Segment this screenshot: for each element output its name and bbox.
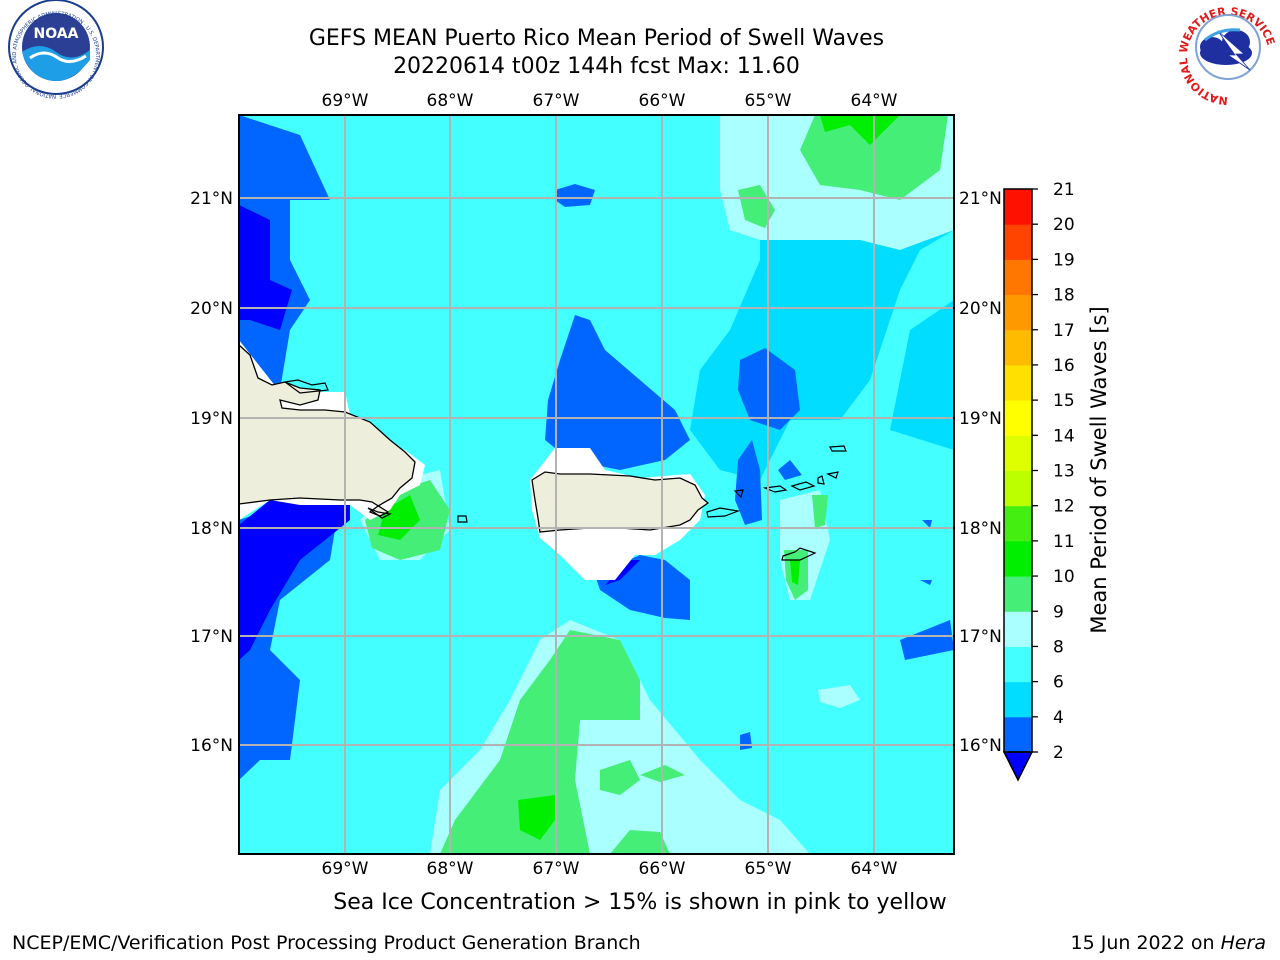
colorbar-tick-label: 11 xyxy=(1053,532,1075,552)
chart-title-line2: 20220614 t00z 144h fcst Max: 11.60 xyxy=(393,54,800,79)
footer-branch: NCEP/EMC/Verification Post Processing Pr… xyxy=(12,932,641,954)
colorbar-segment xyxy=(1004,329,1032,366)
lat-label: 18°N xyxy=(190,519,233,539)
colorbar-label: Mean Period of Swell Waves [s] xyxy=(1087,306,1111,633)
map-grid xyxy=(239,115,954,854)
lon-label: 68°W xyxy=(427,859,474,879)
colorbar-segment xyxy=(1004,364,1032,401)
colorbar-tick-label: 15 xyxy=(1053,391,1075,411)
lon-labels-bottom: 69°W 68°W 67°W 66°W 65°W 64°W xyxy=(322,859,898,879)
lon-label: 66°W xyxy=(639,859,686,879)
lon-label: 66°W xyxy=(639,91,686,111)
colorbar-segment xyxy=(1004,224,1032,260)
lon-label: 65°W xyxy=(745,859,792,879)
noaa-logo-icon: NOAA NATIONAL OCEANIC AND ATMOSPHERIC AD… xyxy=(8,0,104,99)
colorbar-tick-label: 16 xyxy=(1053,356,1075,376)
swell-period-contours xyxy=(239,115,954,854)
colorbar-segment xyxy=(1004,611,1032,647)
colorbar-tick-label: 9 xyxy=(1053,602,1064,622)
colorbar-tick-label: 2 xyxy=(1053,743,1064,763)
colorbar-segment xyxy=(1004,470,1032,507)
colorbar-segment xyxy=(1004,435,1032,471)
footer-date: 15 Jun 2022 on Hera xyxy=(1071,932,1267,954)
lat-label: 18°N xyxy=(959,519,1002,539)
lon-label: 67°W xyxy=(533,91,580,111)
colorbar-tick-label: 20 xyxy=(1053,215,1075,235)
lat-label: 21°N xyxy=(959,189,1002,209)
lat-labels-left: 21°N 20°N 19°N 18°N 17°N 16°N xyxy=(190,189,233,756)
sea-ice-caption: Sea Ice Concentration > 15% is shown in … xyxy=(333,890,947,915)
colorbar: 2 4 6 8 9 10 11 12 13 14 15 16 17 18 19 20 21 xyxy=(1002,180,1075,782)
lon-label: 68°W xyxy=(427,91,474,111)
colorbar-segment xyxy=(1004,540,1032,577)
colorbar-extend-arrow xyxy=(1002,751,1034,782)
colorbar-tick-label: 4 xyxy=(1053,708,1064,728)
colorbar-segment xyxy=(1004,681,1032,718)
colorbar-tick-label: 6 xyxy=(1053,673,1064,693)
colorbar-tick-label: 18 xyxy=(1053,286,1075,306)
colorbar-tick-label: 17 xyxy=(1053,321,1075,341)
lat-labels-right: 21°N 20°N 19°N 18°N 17°N 16°N xyxy=(959,189,1002,756)
lon-label: 67°W xyxy=(533,859,580,879)
nws-logo-icon: NATIONAL WEATHER SERVICE xyxy=(1177,0,1277,107)
chart-title-line1: GEFS MEAN Puerto Rico Mean Period of Swe… xyxy=(308,26,885,51)
lat-label: 17°N xyxy=(959,627,1002,647)
lon-label: 65°W xyxy=(745,91,792,111)
colorbar-segment xyxy=(1004,646,1032,683)
footer-date-text: 15 Jun 2022 on xyxy=(1070,932,1215,954)
lat-label: 21°N xyxy=(190,189,233,209)
colorbar-segment xyxy=(1004,716,1032,753)
colorbar-tick-label: 14 xyxy=(1053,426,1075,446)
noaa-logo-text: NOAA xyxy=(34,26,79,42)
colorbar-tick-label: 21 xyxy=(1053,180,1075,200)
colorbar-segment xyxy=(1004,400,1032,436)
lon-label: 69°W xyxy=(322,859,369,879)
lat-label: 17°N xyxy=(190,627,233,647)
colorbar-segment xyxy=(1004,505,1032,542)
lat-label: 19°N xyxy=(190,409,233,429)
colorbar-tick-label: 12 xyxy=(1053,497,1075,517)
lon-label: 64°W xyxy=(851,91,898,111)
lon-label: 69°W xyxy=(322,91,369,111)
map-frame xyxy=(238,114,955,855)
colorbar-tick-label: 13 xyxy=(1053,462,1075,482)
lat-label: 16°N xyxy=(190,736,233,756)
colorbar-segment xyxy=(1004,259,1032,296)
lat-label: 19°N xyxy=(959,409,1002,429)
lat-label: 16°N xyxy=(959,736,1002,756)
colorbar-segment xyxy=(1004,294,1032,331)
colorbar-segment xyxy=(1004,576,1032,612)
colorbar-tick-label: 10 xyxy=(1053,567,1075,587)
lon-labels-top: 69°W 68°W 67°W 66°W 65°W 64°W xyxy=(322,91,898,111)
colorbar-tick-label: 19 xyxy=(1053,250,1075,270)
colorbar-tick-label: 8 xyxy=(1053,637,1064,657)
lat-label: 20°N xyxy=(959,299,1002,319)
colorbar-segment xyxy=(1004,189,1032,225)
footer-host: Hera xyxy=(1220,932,1266,954)
lat-label: 20°N xyxy=(190,299,233,319)
lon-label: 64°W xyxy=(851,859,898,879)
